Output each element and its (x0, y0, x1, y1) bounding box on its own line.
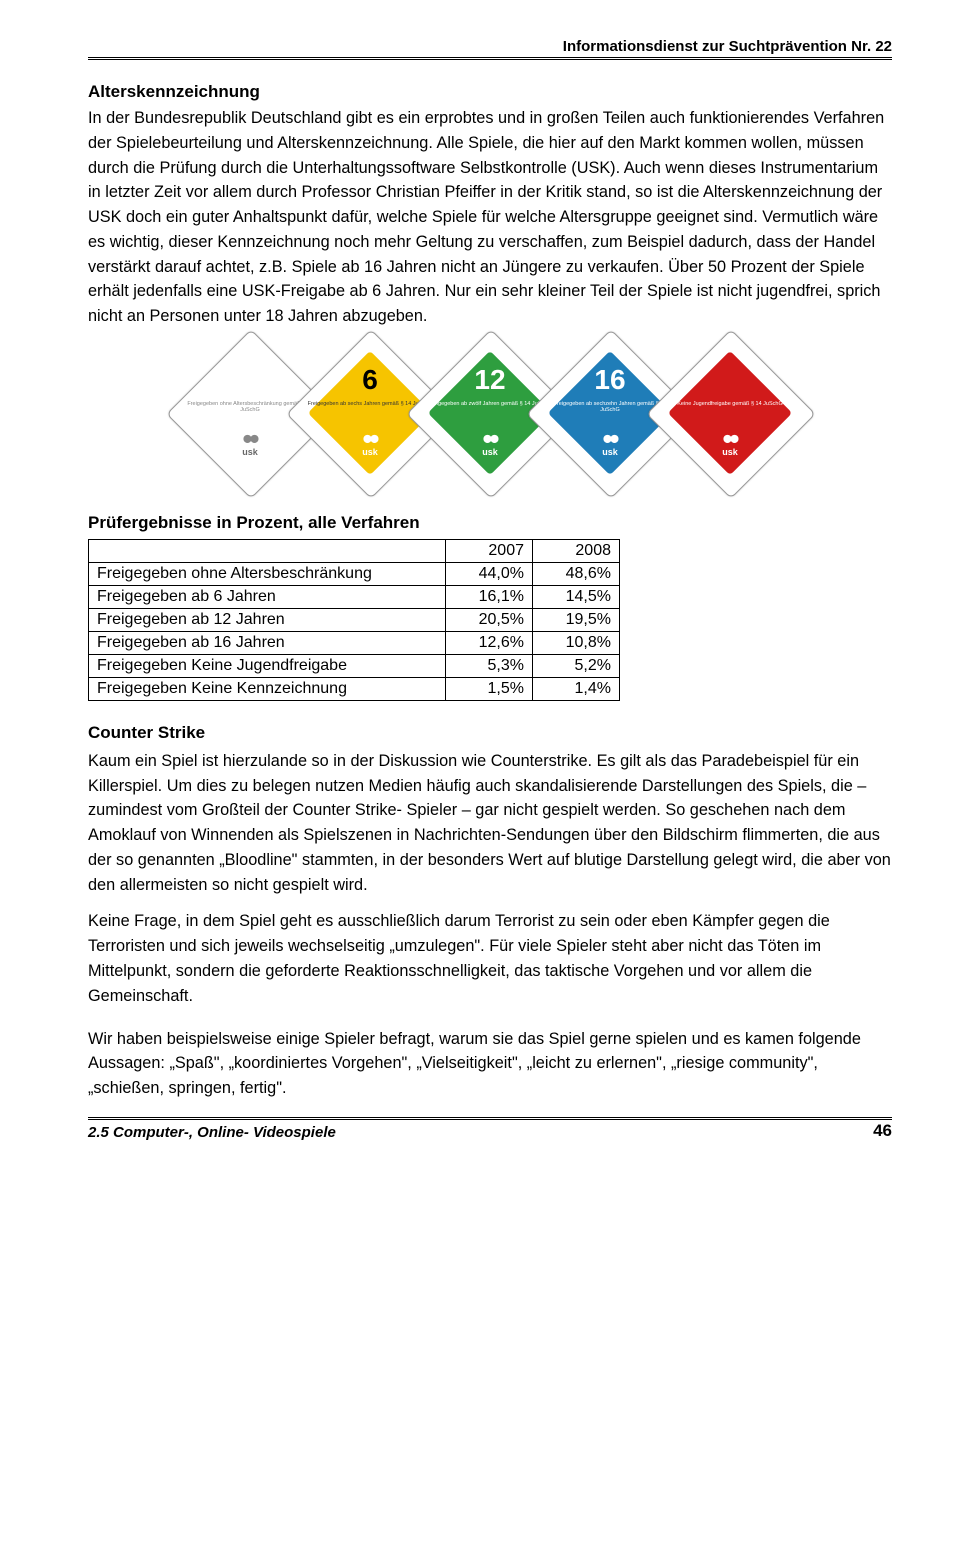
footer-page-number: 46 (873, 1121, 892, 1141)
usk-age-number: 6 (304, 364, 436, 396)
table-cell-value: 44,0% (446, 562, 533, 585)
footer-section-label: 2.5 Computer-, Online- Videospiele (88, 1124, 336, 1141)
table-cell-value: 16,1% (446, 585, 533, 608)
usk-age-number: 16 (544, 364, 676, 396)
table-empty-cell (89, 539, 446, 562)
table-cell-value: 20,5% (446, 608, 533, 631)
table-year-1: 2007 (446, 539, 533, 562)
table-row: Freigegeben Keine Jugendfreigabe5,3%5,2% (89, 654, 620, 677)
results-table: 2007 2008 Freigegeben ohne Altersbeschrä… (88, 539, 620, 701)
section2-body2: Keine Frage, in dem Spiel geht es aussch… (88, 909, 892, 1008)
usk-figures-icon: ⬤⬤ (664, 434, 796, 443)
table-cell-value: 1,5% (446, 677, 533, 700)
usk-badge-text: Keine Jugendfreigabe gemäß § 14 JuSchG (664, 401, 796, 408)
table-row: Freigegeben ohne Altersbeschränkung44,0%… (89, 562, 620, 585)
table-header-row: 2007 2008 (89, 539, 620, 562)
usk-logo-text: usk (544, 447, 676, 457)
table-cell-label: Freigegeben ab 16 Jahren (89, 631, 446, 654)
table-year-2: 2008 (533, 539, 620, 562)
section1-body: In der Bundesrepublik Deutschland gibt e… (88, 106, 892, 329)
usk-logo-text: usk (304, 447, 436, 457)
footer-divider (88, 1117, 892, 1118)
table-row: Freigegeben ab 6 Jahren16,1%14,5% (89, 585, 620, 608)
page-header-title: Informationsdienst zur Suchtprävention N… (88, 38, 892, 55)
usk-figures-icon: ⬤⬤ (424, 434, 556, 443)
header-divider-2 (88, 59, 892, 60)
table-cell-value: 1,4% (533, 677, 620, 700)
table-cell-value: 19,5% (533, 608, 620, 631)
table-cell-label: Freigegeben ab 6 Jahren (89, 585, 446, 608)
table-cell-label: Freigegeben Keine Jugendfreigabe (89, 654, 446, 677)
header-divider (88, 57, 892, 58)
table-cell-value: 5,2% (533, 654, 620, 677)
usk-badge: Keine Jugendfreigabe gemäß § 14 JuSchG ⬤⬤… (664, 347, 796, 479)
usk-logo-text: usk (664, 447, 796, 457)
usk-logo-text: usk (184, 447, 316, 457)
table-cell-label: Freigegeben Keine Kennzeichnung (89, 677, 446, 700)
table-title: Prüfergebnisse in Prozent, alle Verfahre… (88, 513, 892, 533)
section2-body3: Wir haben beispielsweise einige Spieler … (88, 1027, 892, 1101)
usk-figures-icon: ⬤⬤ (304, 434, 436, 443)
table-row: Freigegeben ab 12 Jahren20,5%19,5% (89, 608, 620, 631)
table-row: Freigegeben Keine Kennzeichnung1,5%1,4% (89, 677, 620, 700)
table-cell-label: Freigegeben ohne Altersbeschränkung (89, 562, 446, 585)
usk-age-number: 12 (424, 364, 556, 396)
section-heading-alterskennzeichnung: Alterskennzeichnung (88, 82, 892, 102)
usk-badges-row: Freigegeben ohne Altersbeschränkung gemä… (88, 347, 892, 479)
usk-logo-text: usk (424, 447, 556, 457)
footer-divider-2 (88, 1119, 892, 1120)
usk-figures-icon: ⬤⬤ (544, 434, 676, 443)
table-cell-value: 10,8% (533, 631, 620, 654)
table-cell-value: 5,3% (446, 654, 533, 677)
page-footer: 2.5 Computer-, Online- Videospiele 46 (88, 1117, 892, 1141)
table-cell-value: 48,6% (533, 562, 620, 585)
section-heading-counterstrike: Counter Strike (88, 723, 892, 743)
table-row: Freigegeben ab 16 Jahren12,6%10,8% (89, 631, 620, 654)
table-cell-value: 12,6% (446, 631, 533, 654)
table-cell-label: Freigegeben ab 12 Jahren (89, 608, 446, 631)
section2-body1: Kaum ein Spiel ist hierzulande so in der… (88, 749, 892, 898)
usk-figures-icon: ⬤⬤ (184, 434, 316, 443)
table-cell-value: 14,5% (533, 585, 620, 608)
